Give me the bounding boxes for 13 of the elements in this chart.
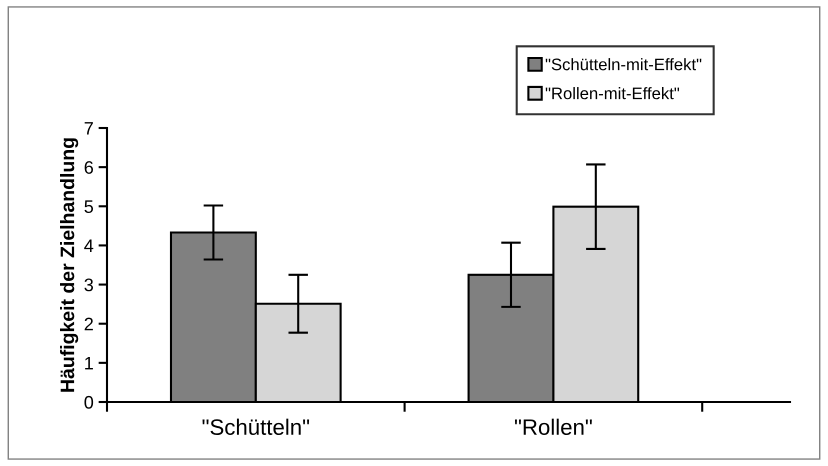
y-tick-label: 2 — [84, 318, 93, 330]
legend-label: "Rollen-mit-Effekt" — [546, 87, 680, 100]
x-tick-label: "Schütteln" — [202, 418, 310, 435]
y-tick-label: 1 — [85, 356, 93, 370]
y-tick-label: 6 — [84, 161, 94, 174]
y-axis-title: Häufigkeit der Zielhandlung — [60, 138, 78, 392]
y-tick-label: 4 — [84, 240, 94, 252]
x-tick-label: "Rollen" — [514, 418, 592, 435]
y-tick-label: 0 — [84, 396, 94, 409]
y-tick-label: 5 — [84, 200, 94, 214]
y-tick-label: 3 — [84, 278, 94, 292]
y-tick-label: 7 — [84, 122, 93, 135]
legend-label: "Schütteln-mit-Effekt" — [546, 58, 702, 70]
